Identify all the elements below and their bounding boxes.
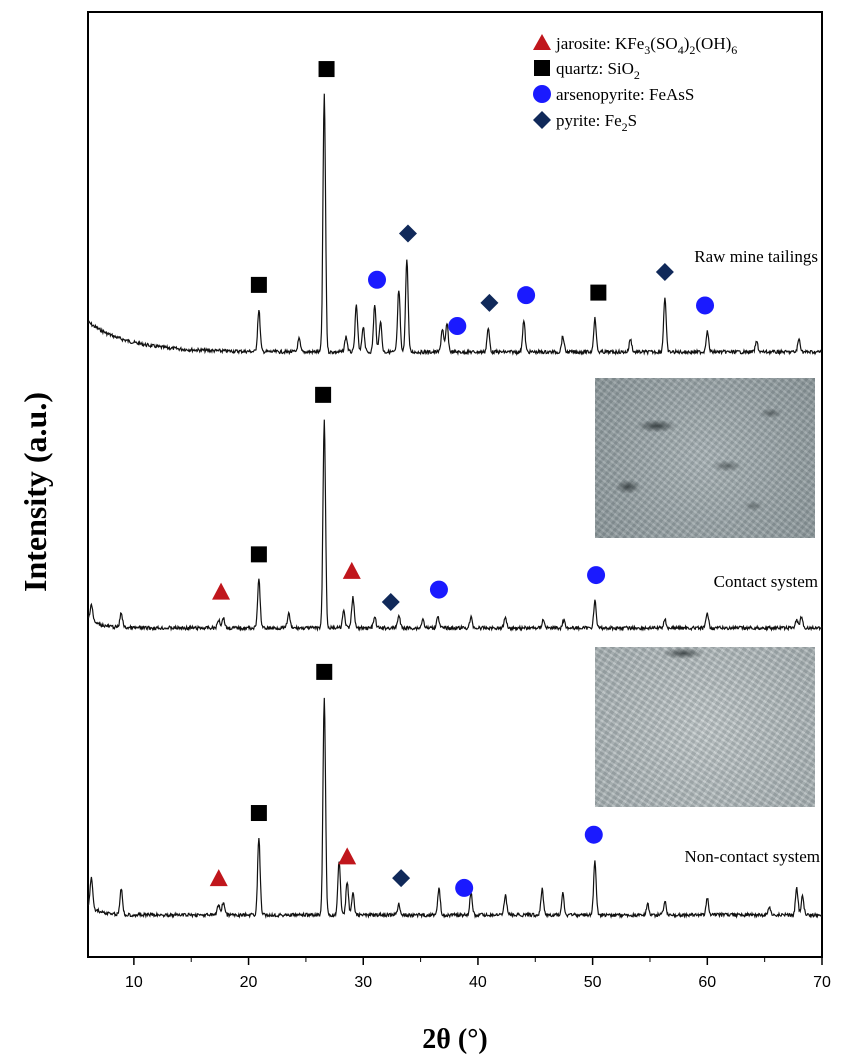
marker-quartz-raw-mine-tailings <box>318 61 335 78</box>
marker-pyrite-raw-mine-tailings <box>398 224 417 243</box>
marker-arsenopyrite-non-contact-system <box>584 825 603 844</box>
legend-label-arsenopyrite: arsenopyrite: FeAsS <box>556 85 694 104</box>
x-tick-label-20: 20 <box>240 974 258 991</box>
x-axis: 10 20 30 40 50 60 70 <box>125 957 831 991</box>
phase-markers <box>209 61 715 897</box>
trace-non-contact-system <box>87 697 823 919</box>
trace-contact-system <box>87 419 823 632</box>
marker-arsenopyrite-raw-mine-tailings <box>368 270 387 289</box>
jarosite-legend-marker <box>533 34 551 50</box>
legend-item-arsenopyrite: arsenopyrite: FeAsS <box>533 85 694 104</box>
marker-arsenopyrite-raw-mine-tailings <box>696 296 715 315</box>
marker-quartz-contact-system <box>315 386 332 403</box>
x-axis-label: 2θ (°) <box>422 1024 487 1055</box>
marker-arsenopyrite-non-contact-system <box>455 878 474 897</box>
x-tick-label-60: 60 <box>698 974 716 991</box>
series-label-noncontact: Non-contact system <box>685 847 821 866</box>
marker-pyrite-non-contact-system <box>392 869 411 888</box>
marker-arsenopyrite-contact-system <box>429 580 448 599</box>
marker-jarosite-non-contact-system <box>209 869 228 887</box>
series-label-raw: Raw mine tailings <box>694 247 818 266</box>
marker-jarosite-contact-system <box>342 561 361 579</box>
marker-quartz-contact-system <box>250 546 267 563</box>
marker-quartz-non-contact-system <box>316 663 333 680</box>
legend-item-pyrite: pyrite: Fe2S <box>533 111 637 134</box>
arsenopyrite-legend-marker <box>533 85 551 103</box>
marker-quartz-non-contact-system <box>250 805 267 822</box>
legend-item-jarosite: jarosite: KFe3(SO4)2(OH)6 <box>533 34 737 57</box>
pyrite-legend-marker <box>533 111 551 129</box>
x-tick-label-10: 10 <box>125 974 143 991</box>
quartz-legend-marker <box>534 60 550 76</box>
legend-label-pyrite: pyrite: Fe2S <box>556 111 637 134</box>
legend-item-quartz: quartz: SiO2 <box>534 59 640 82</box>
x-tick-label-40: 40 <box>469 974 487 991</box>
marker-arsenopyrite-contact-system <box>587 566 606 585</box>
trace-raw-mine-tailings <box>87 93 823 357</box>
marker-quartz-raw-mine-tailings <box>250 276 267 293</box>
legend: jarosite: KFe3(SO4)2(OH)6 quartz: SiO2 a… <box>533 34 737 134</box>
marker-pyrite-raw-mine-tailings <box>655 263 674 282</box>
y-axis-label: Intensity (a.u.) <box>17 392 53 592</box>
marker-pyrite-raw-mine-tailings <box>480 293 499 312</box>
plot-frame <box>87 11 823 958</box>
marker-arsenopyrite-raw-mine-tailings <box>448 316 467 335</box>
legend-label-quartz: quartz: SiO2 <box>556 59 640 82</box>
legend-label-jarosite: jarosite: KFe3(SO4)2(OH)6 <box>555 34 737 57</box>
micrograph-noncontact <box>595 647 815 807</box>
marker-quartz-raw-mine-tailings <box>590 284 607 301</box>
micrograph-contact <box>595 378 815 538</box>
marker-pyrite-contact-system <box>381 592 400 611</box>
marker-arsenopyrite-raw-mine-tailings <box>517 286 536 305</box>
series-label-contact: Contact system <box>714 572 818 591</box>
xrd-traces <box>87 93 823 919</box>
marker-jarosite-contact-system <box>212 582 231 600</box>
marker-jarosite-non-contact-system <box>338 847 357 865</box>
x-tick-label-70: 70 <box>813 974 831 991</box>
x-tick-label-50: 50 <box>584 974 602 991</box>
x-tick-label-30: 30 <box>354 974 372 991</box>
